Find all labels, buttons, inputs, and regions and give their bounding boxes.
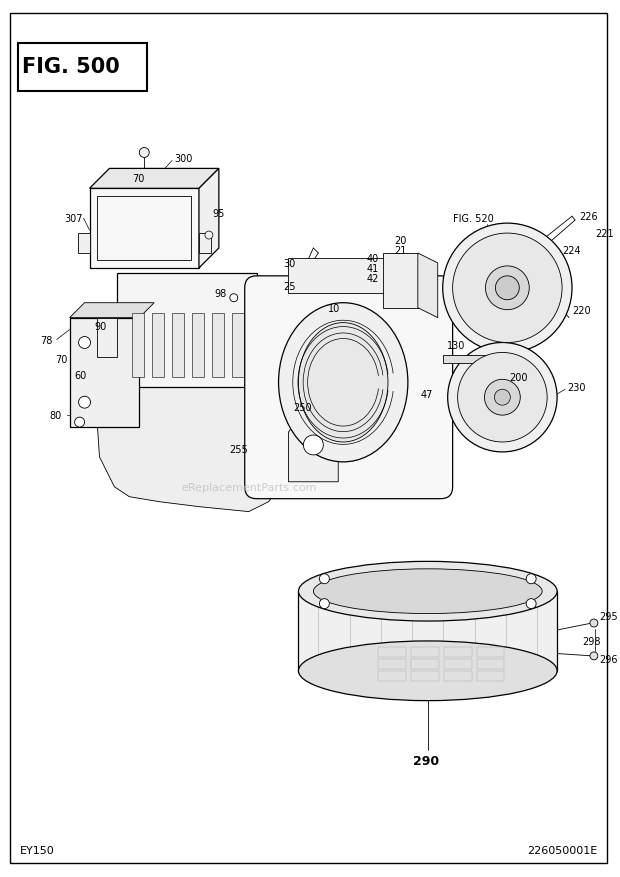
Text: 295: 295 (599, 611, 618, 622)
Circle shape (79, 337, 91, 349)
Text: FIG. 500: FIG. 500 (22, 57, 120, 77)
Polygon shape (132, 313, 144, 378)
Text: 10: 10 (328, 303, 340, 313)
Polygon shape (69, 318, 140, 428)
Text: 80: 80 (50, 410, 62, 421)
Text: 90: 90 (94, 321, 107, 332)
Ellipse shape (298, 561, 557, 621)
Ellipse shape (298, 324, 388, 443)
Circle shape (485, 267, 529, 310)
Circle shape (526, 574, 536, 584)
Circle shape (205, 232, 213, 239)
Text: 20: 20 (394, 236, 406, 246)
Circle shape (448, 343, 557, 453)
Text: 220: 220 (572, 305, 591, 316)
Polygon shape (199, 169, 219, 268)
Polygon shape (443, 356, 495, 364)
Polygon shape (232, 313, 244, 378)
Ellipse shape (313, 569, 542, 614)
Text: 47: 47 (421, 389, 433, 400)
Text: 78: 78 (40, 335, 52, 346)
Text: 224: 224 (562, 246, 581, 256)
Text: 290: 290 (413, 754, 439, 767)
Text: 41: 41 (366, 264, 378, 274)
Bar (18, 44, 147, 92)
Text: 21: 21 (394, 246, 406, 256)
Text: 200: 200 (510, 373, 528, 383)
Circle shape (443, 224, 572, 353)
Polygon shape (288, 417, 339, 482)
Polygon shape (172, 313, 184, 378)
Text: 255: 255 (229, 445, 247, 454)
Circle shape (319, 599, 329, 609)
Text: 40: 40 (366, 253, 378, 264)
Circle shape (453, 234, 562, 343)
Text: 300: 300 (174, 154, 192, 164)
Circle shape (526, 599, 536, 609)
Text: 226050001E: 226050001E (526, 845, 597, 855)
Text: 230: 230 (567, 383, 585, 393)
Circle shape (590, 619, 598, 627)
Polygon shape (97, 324, 288, 512)
Text: 226: 226 (579, 212, 598, 222)
Circle shape (590, 652, 598, 660)
Text: 70: 70 (132, 175, 144, 184)
Polygon shape (252, 313, 264, 378)
Circle shape (140, 148, 149, 158)
Circle shape (484, 380, 520, 416)
Polygon shape (212, 313, 224, 378)
Polygon shape (288, 259, 398, 294)
Polygon shape (89, 169, 219, 189)
Text: 130: 130 (446, 341, 465, 351)
Polygon shape (383, 253, 418, 309)
Text: FIG. 520: FIG. 520 (453, 214, 494, 224)
Circle shape (319, 574, 329, 584)
Text: eReplacementParts.com: eReplacementParts.com (181, 482, 316, 492)
Text: 221: 221 (595, 229, 614, 239)
Text: 70: 70 (55, 355, 67, 365)
Polygon shape (89, 189, 199, 268)
Circle shape (495, 276, 520, 301)
Polygon shape (418, 253, 438, 318)
Polygon shape (192, 313, 204, 378)
Text: 30: 30 (283, 259, 296, 268)
Circle shape (303, 436, 323, 455)
Text: 296: 296 (599, 654, 618, 664)
Ellipse shape (298, 641, 557, 701)
Circle shape (458, 353, 547, 443)
Text: 98: 98 (214, 289, 226, 298)
Polygon shape (298, 591, 557, 671)
Text: 298: 298 (582, 636, 600, 646)
Text: EY150: EY150 (20, 845, 55, 855)
Polygon shape (152, 313, 164, 378)
Polygon shape (69, 303, 154, 318)
Text: 60: 60 (74, 371, 87, 381)
Text: 42: 42 (366, 274, 378, 283)
Circle shape (79, 396, 91, 409)
Polygon shape (78, 234, 89, 253)
Text: 307: 307 (64, 214, 83, 224)
Text: 95: 95 (212, 209, 224, 219)
Ellipse shape (278, 303, 408, 462)
FancyBboxPatch shape (245, 276, 453, 499)
Polygon shape (97, 318, 117, 358)
Text: 25: 25 (283, 282, 296, 291)
Text: 250: 250 (293, 403, 312, 413)
Circle shape (74, 417, 84, 428)
Polygon shape (199, 234, 211, 253)
Circle shape (230, 295, 237, 303)
Polygon shape (117, 274, 286, 388)
Circle shape (494, 389, 510, 406)
